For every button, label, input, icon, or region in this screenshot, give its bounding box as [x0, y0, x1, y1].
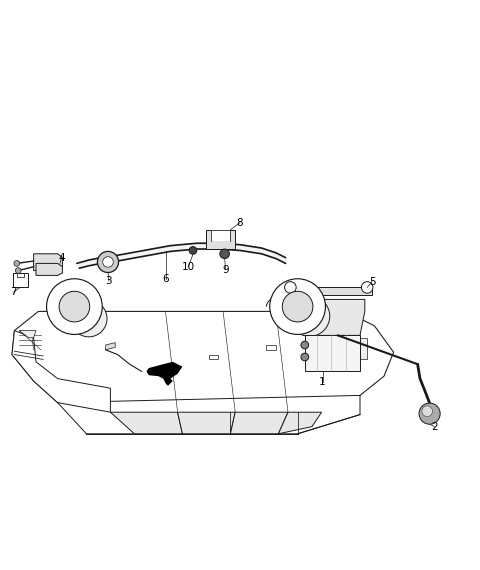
Circle shape: [103, 256, 113, 267]
Circle shape: [361, 282, 373, 293]
Polygon shape: [12, 311, 394, 412]
Bar: [355, 338, 367, 360]
Circle shape: [270, 279, 325, 335]
Text: 10: 10: [181, 262, 195, 272]
Text: 2: 2: [431, 422, 438, 431]
Circle shape: [15, 268, 21, 274]
Text: 3: 3: [106, 276, 112, 286]
Circle shape: [301, 341, 309, 349]
Circle shape: [97, 251, 119, 272]
Polygon shape: [12, 331, 110, 412]
Text: 4: 4: [58, 253, 65, 263]
Text: 5: 5: [369, 276, 375, 287]
Bar: [209, 355, 218, 360]
Polygon shape: [230, 412, 288, 434]
Circle shape: [71, 300, 107, 337]
Polygon shape: [146, 362, 182, 386]
Polygon shape: [286, 287, 372, 295]
Circle shape: [220, 249, 229, 259]
Circle shape: [301, 353, 309, 361]
Polygon shape: [34, 254, 62, 271]
Polygon shape: [305, 299, 365, 335]
Circle shape: [189, 247, 197, 254]
Polygon shape: [271, 304, 305, 335]
FancyBboxPatch shape: [305, 335, 360, 372]
Circle shape: [422, 406, 432, 417]
Polygon shape: [106, 343, 115, 350]
Bar: [266, 345, 276, 350]
Circle shape: [282, 291, 313, 322]
Bar: [211, 230, 230, 241]
Bar: [206, 230, 235, 249]
Polygon shape: [110, 412, 182, 434]
Circle shape: [289, 296, 330, 336]
Circle shape: [419, 403, 440, 424]
Circle shape: [59, 291, 90, 322]
Text: 7: 7: [10, 287, 17, 297]
Circle shape: [47, 279, 102, 335]
Text: 1: 1: [319, 377, 326, 388]
Text: 9: 9: [222, 264, 229, 275]
Polygon shape: [36, 263, 62, 275]
Circle shape: [14, 260, 20, 266]
Text: 8: 8: [237, 218, 243, 227]
Polygon shape: [278, 412, 322, 434]
Polygon shape: [19, 331, 36, 338]
Polygon shape: [178, 412, 235, 434]
Text: 6: 6: [162, 274, 169, 284]
Circle shape: [285, 282, 296, 293]
Bar: [13, 273, 28, 287]
Polygon shape: [58, 396, 360, 434]
